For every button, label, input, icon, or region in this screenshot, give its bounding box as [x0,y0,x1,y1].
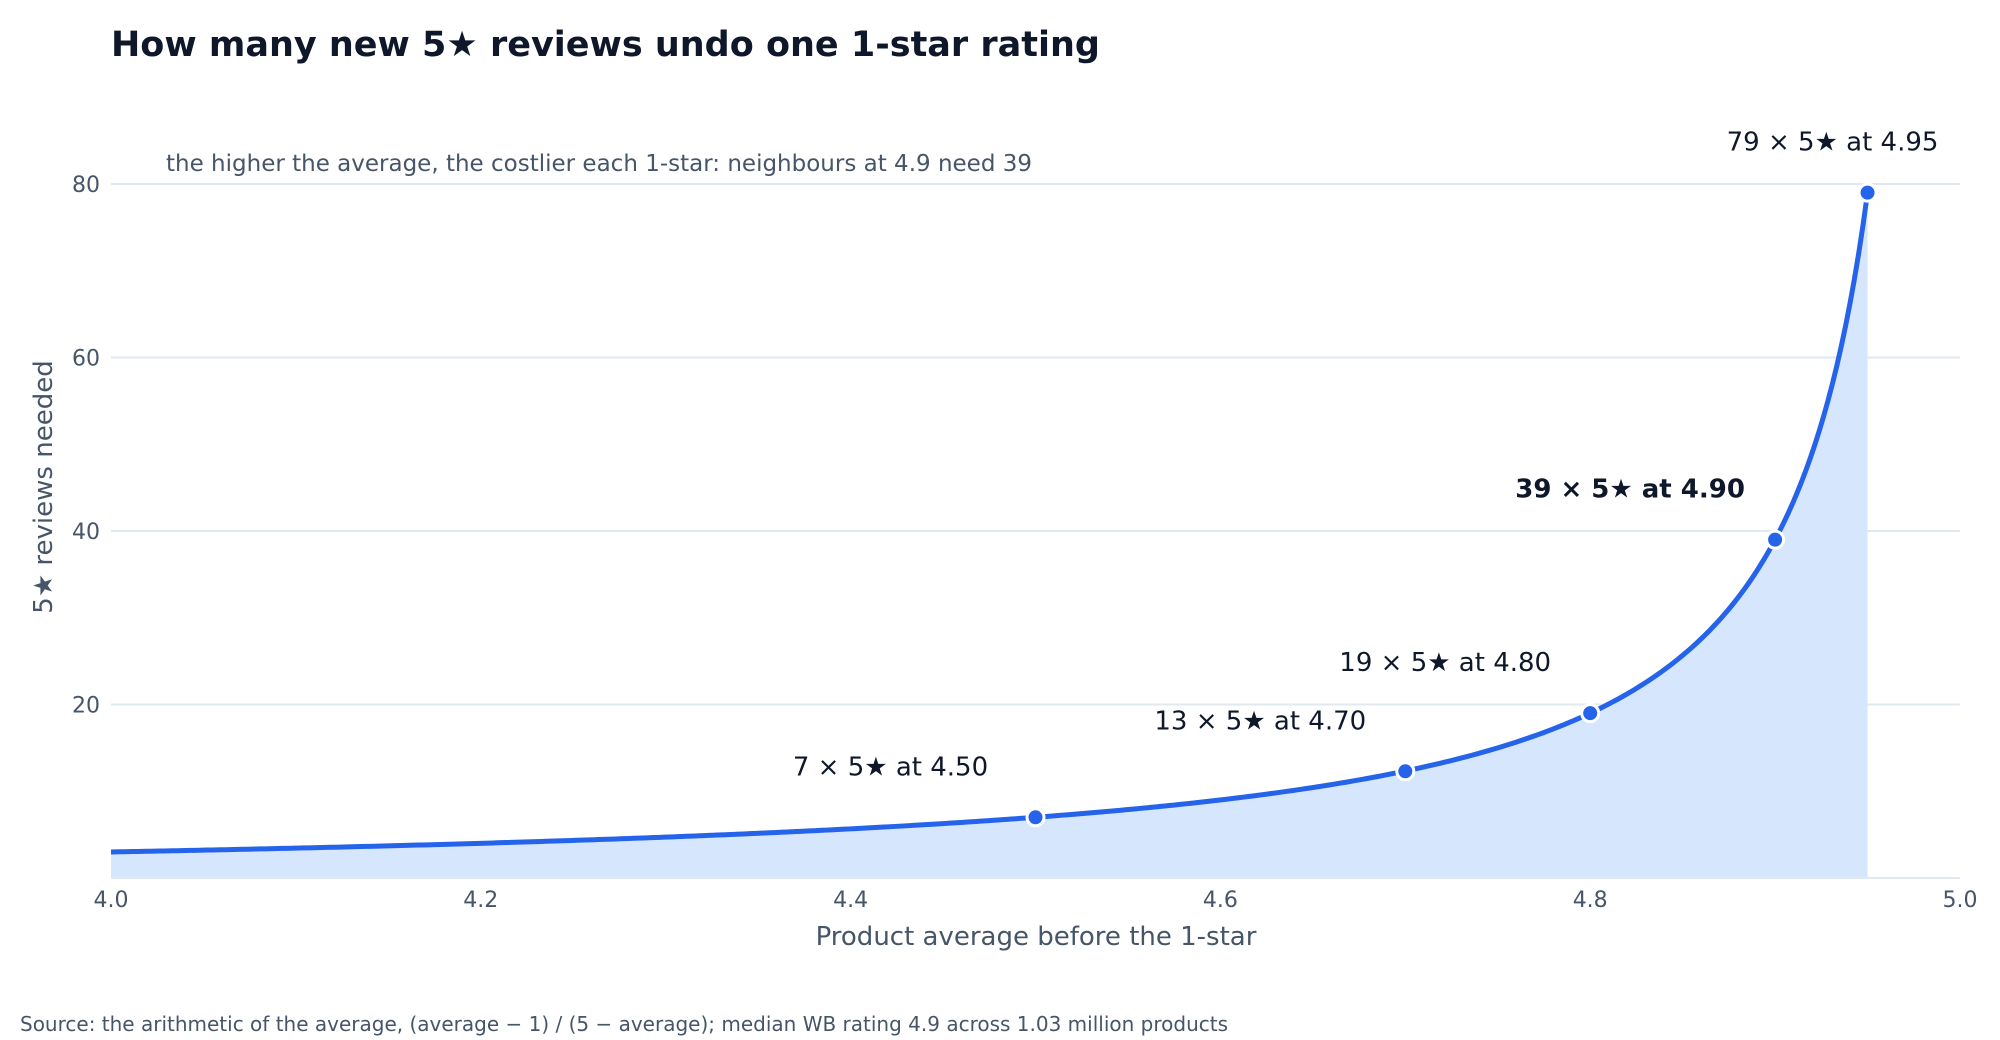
grid-lines [111,183,1960,706]
highlight-point [1580,703,1601,724]
x-tick-label: 4.0 [94,888,129,913]
highlight-point [1395,761,1416,782]
x-axis-label: Product average before the 1-star [816,922,1257,952]
chart-title: How many new 5★ reviews undo one 1-star … [111,25,1100,65]
highlight-point [1765,529,1786,550]
curve-area [111,192,1868,879]
y-tick-labels: 20 40 60 80 [72,173,100,719]
y-axis-label: 5★ reviews needed [29,360,59,613]
point-label: 13 × 5★ at 4.70 [1154,706,1366,736]
x-tick-label: 5.0 [1943,888,1978,913]
highlight-points [1025,182,1878,828]
chart-subtitle: the higher the average, the costlier eac… [166,151,1032,177]
highlight-point [1857,182,1878,203]
y-tick-label: 60 [72,347,100,372]
x-tick-label: 4.8 [1573,888,1608,913]
x-tick-label: 4.4 [833,888,868,913]
point-label: 79 × 5★ at 4.95 [1727,128,1939,158]
highlight-point [1025,807,1046,828]
curve-line [110,192,1871,855]
x-tick-label: 4.2 [463,888,498,913]
y-tick-label: 80 [72,173,100,198]
y-tick-label: 20 [72,694,100,719]
y-tick-label: 40 [72,520,100,545]
source-note: Source: the arithmetic of the average, (… [20,1012,1228,1036]
x-tick-label: 4.6 [1203,888,1238,913]
x-tick-labels: 4.0 4.2 4.4 4.6 4.8 5.0 [94,888,1978,913]
point-label: 7 × 5★ at 4.50 [793,752,988,782]
point-label: 19 × 5★ at 4.80 [1339,648,1551,678]
point-label: 39 × 5★ at 4.90 [1515,475,1745,505]
point-annotations: 7 × 5★ at 4.50 13 × 5★ at 4.70 19 × 5★ at … [793,128,1939,783]
